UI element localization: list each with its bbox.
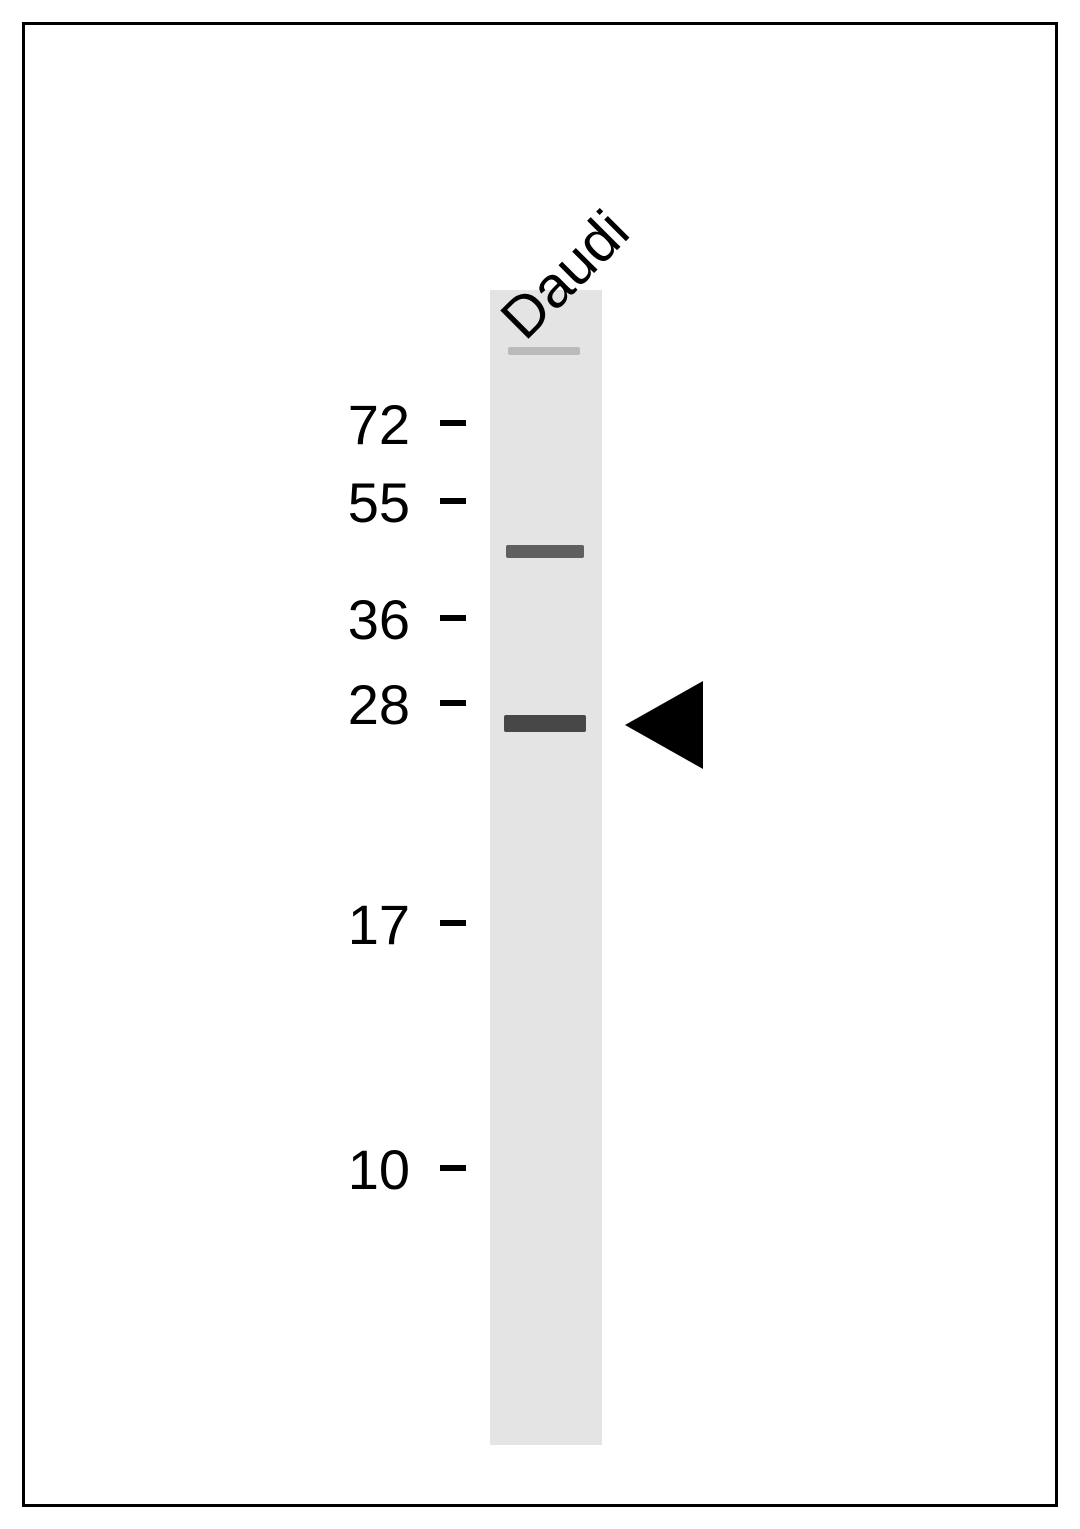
marker-tick-36	[440, 615, 466, 621]
blot-band-target	[504, 715, 586, 732]
target-arrow-icon	[625, 681, 703, 769]
blot-band-faint	[508, 347, 580, 355]
marker-label-72: 72	[300, 392, 410, 457]
marker-tick-10	[440, 1165, 466, 1171]
blot-band-mid	[506, 545, 584, 558]
marker-tick-72	[440, 420, 466, 426]
blot-lane-strip	[490, 290, 602, 1445]
western-blot-figure: Daudi 72 55 36 28 17 10	[0, 0, 1080, 1529]
marker-label-36: 36	[300, 587, 410, 652]
marker-label-10: 10	[300, 1137, 410, 1202]
marker-tick-28	[440, 700, 466, 706]
marker-label-55: 55	[300, 470, 410, 535]
marker-tick-55	[440, 498, 466, 504]
marker-label-17: 17	[300, 892, 410, 957]
marker-tick-17	[440, 920, 466, 926]
marker-label-28: 28	[300, 672, 410, 737]
